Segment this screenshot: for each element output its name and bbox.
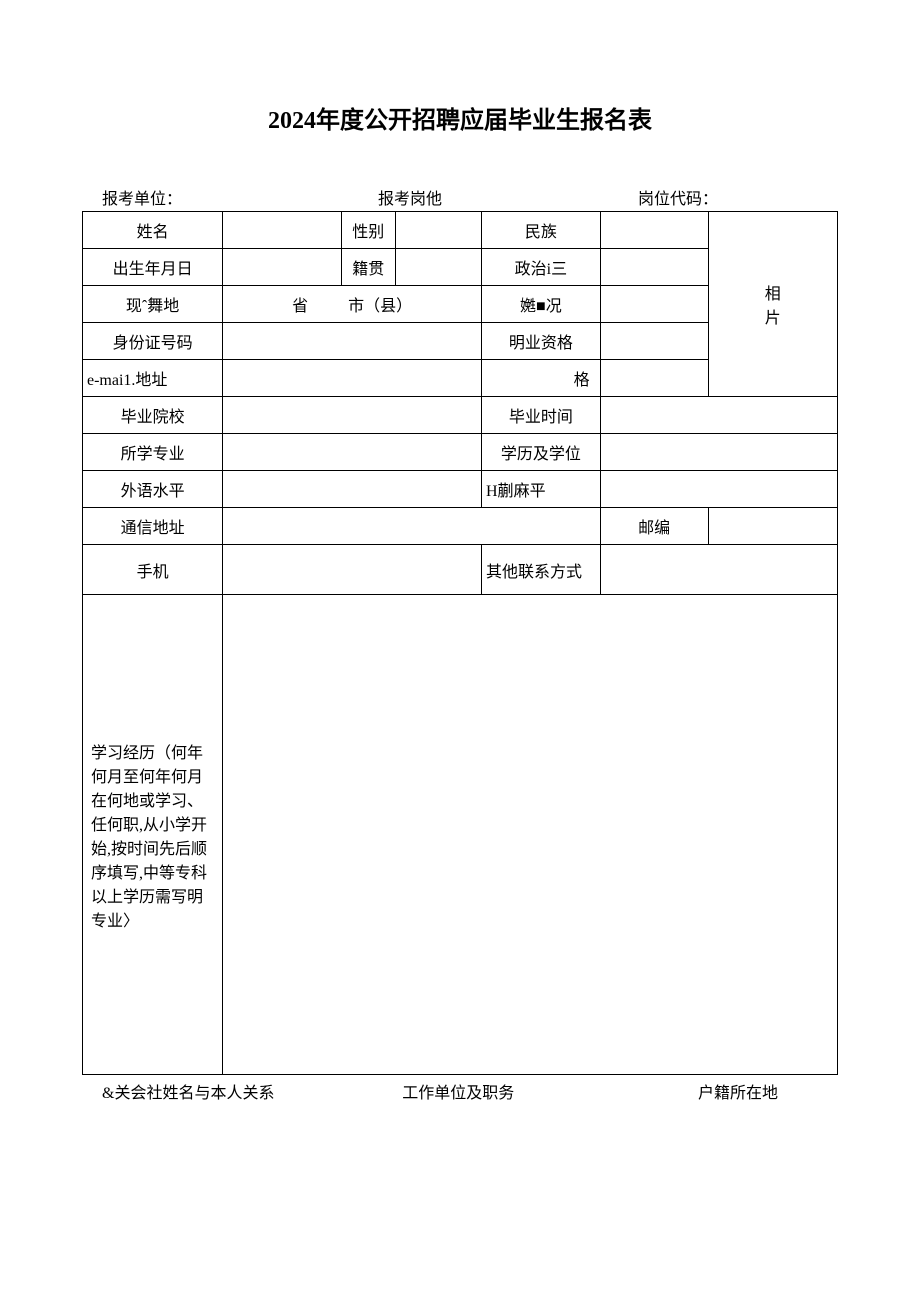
city-county-text: 市（县）: [348, 298, 412, 315]
label-gender: 性别: [341, 212, 395, 249]
value-birth-date: [223, 249, 342, 286]
value-id-number: [223, 323, 482, 360]
value-name: [223, 212, 342, 249]
value-marital: [600, 286, 708, 323]
label-qualification: 明业资格: [482, 323, 601, 360]
value-school: [223, 397, 482, 434]
value-other-contact: [600, 545, 837, 595]
label-major: 所学专业: [83, 434, 223, 471]
value-grad-time: [600, 397, 837, 434]
value-email: [223, 360, 482, 397]
photo-cell: 相 片: [708, 212, 837, 397]
value-current-place: 省 市（县）: [223, 286, 482, 323]
value-native-place: [395, 249, 481, 286]
value-mobile: [223, 545, 482, 595]
label-experience: 学习经历（何年何月至何年何月在何地或学习、任何职,从小学开始,按时间先后顺序填写…: [83, 595, 223, 1075]
value-grade: [600, 360, 708, 397]
label-email: e-mai1.地址: [83, 360, 223, 397]
label-current-place: 现ˆ舞地: [83, 286, 223, 323]
label-foreign-lang: 外语水平: [83, 471, 223, 508]
value-postcode: [708, 508, 837, 545]
value-major: [223, 434, 482, 471]
footer-col3: 户籍所在地: [595, 1079, 818, 1103]
label-postcode: 邮编: [600, 508, 708, 545]
label-other-contact: 其他联系方式: [482, 545, 601, 595]
label-degree: 学历及学位: [482, 434, 601, 471]
label-political: 政治i三: [482, 249, 601, 286]
label-marital: 嬎■况: [482, 286, 601, 323]
label-name: 姓名: [83, 212, 223, 249]
label-school: 毕业院校: [83, 397, 223, 434]
label-id-number: 身份证号码: [83, 323, 223, 360]
value-foreign-lang: [223, 471, 482, 508]
code-label: 岗位代码：: [513, 185, 818, 209]
label-address: 通信地址: [83, 508, 223, 545]
header-row: 报考单位： 报考岗他 岗位代码：: [20, 185, 900, 209]
value-ethnicity: [600, 212, 708, 249]
footer-col2: 工作单位及职务: [321, 1079, 595, 1103]
value-political: [600, 249, 708, 286]
unit-label: 报考单位：: [102, 185, 307, 209]
label-native-place: 籍贯: [341, 249, 395, 286]
label-grade: 格: [482, 360, 601, 397]
label-grad-time: 毕业时间: [482, 397, 601, 434]
value-qualification: [600, 323, 708, 360]
label-computer: H蒯麻平: [482, 471, 601, 508]
label-birth-date: 出生年月日: [83, 249, 223, 286]
value-gender: [395, 212, 481, 249]
value-computer: [600, 471, 837, 508]
value-degree: [600, 434, 837, 471]
province-text: 省: [292, 298, 308, 315]
value-experience: [223, 595, 838, 1075]
label-ethnicity: 民族: [482, 212, 601, 249]
footer-row: &关会社姓名与本人关系 工作单位及职务 户籍所在地: [20, 1075, 900, 1103]
application-form-table: 姓名 性别 民族 相 片 出生年月日 籍贯 政治i三 现ˆ舞地 省 市（县） 嬎…: [82, 211, 838, 1075]
footer-col1: &关会社姓名与本人关系: [102, 1079, 321, 1103]
page-title: 2024年度公开招聘应届毕业生报名表: [20, 100, 900, 135]
value-address: [223, 508, 600, 545]
position-label: 报考岗他: [307, 185, 512, 209]
label-mobile: 手机: [83, 545, 223, 595]
